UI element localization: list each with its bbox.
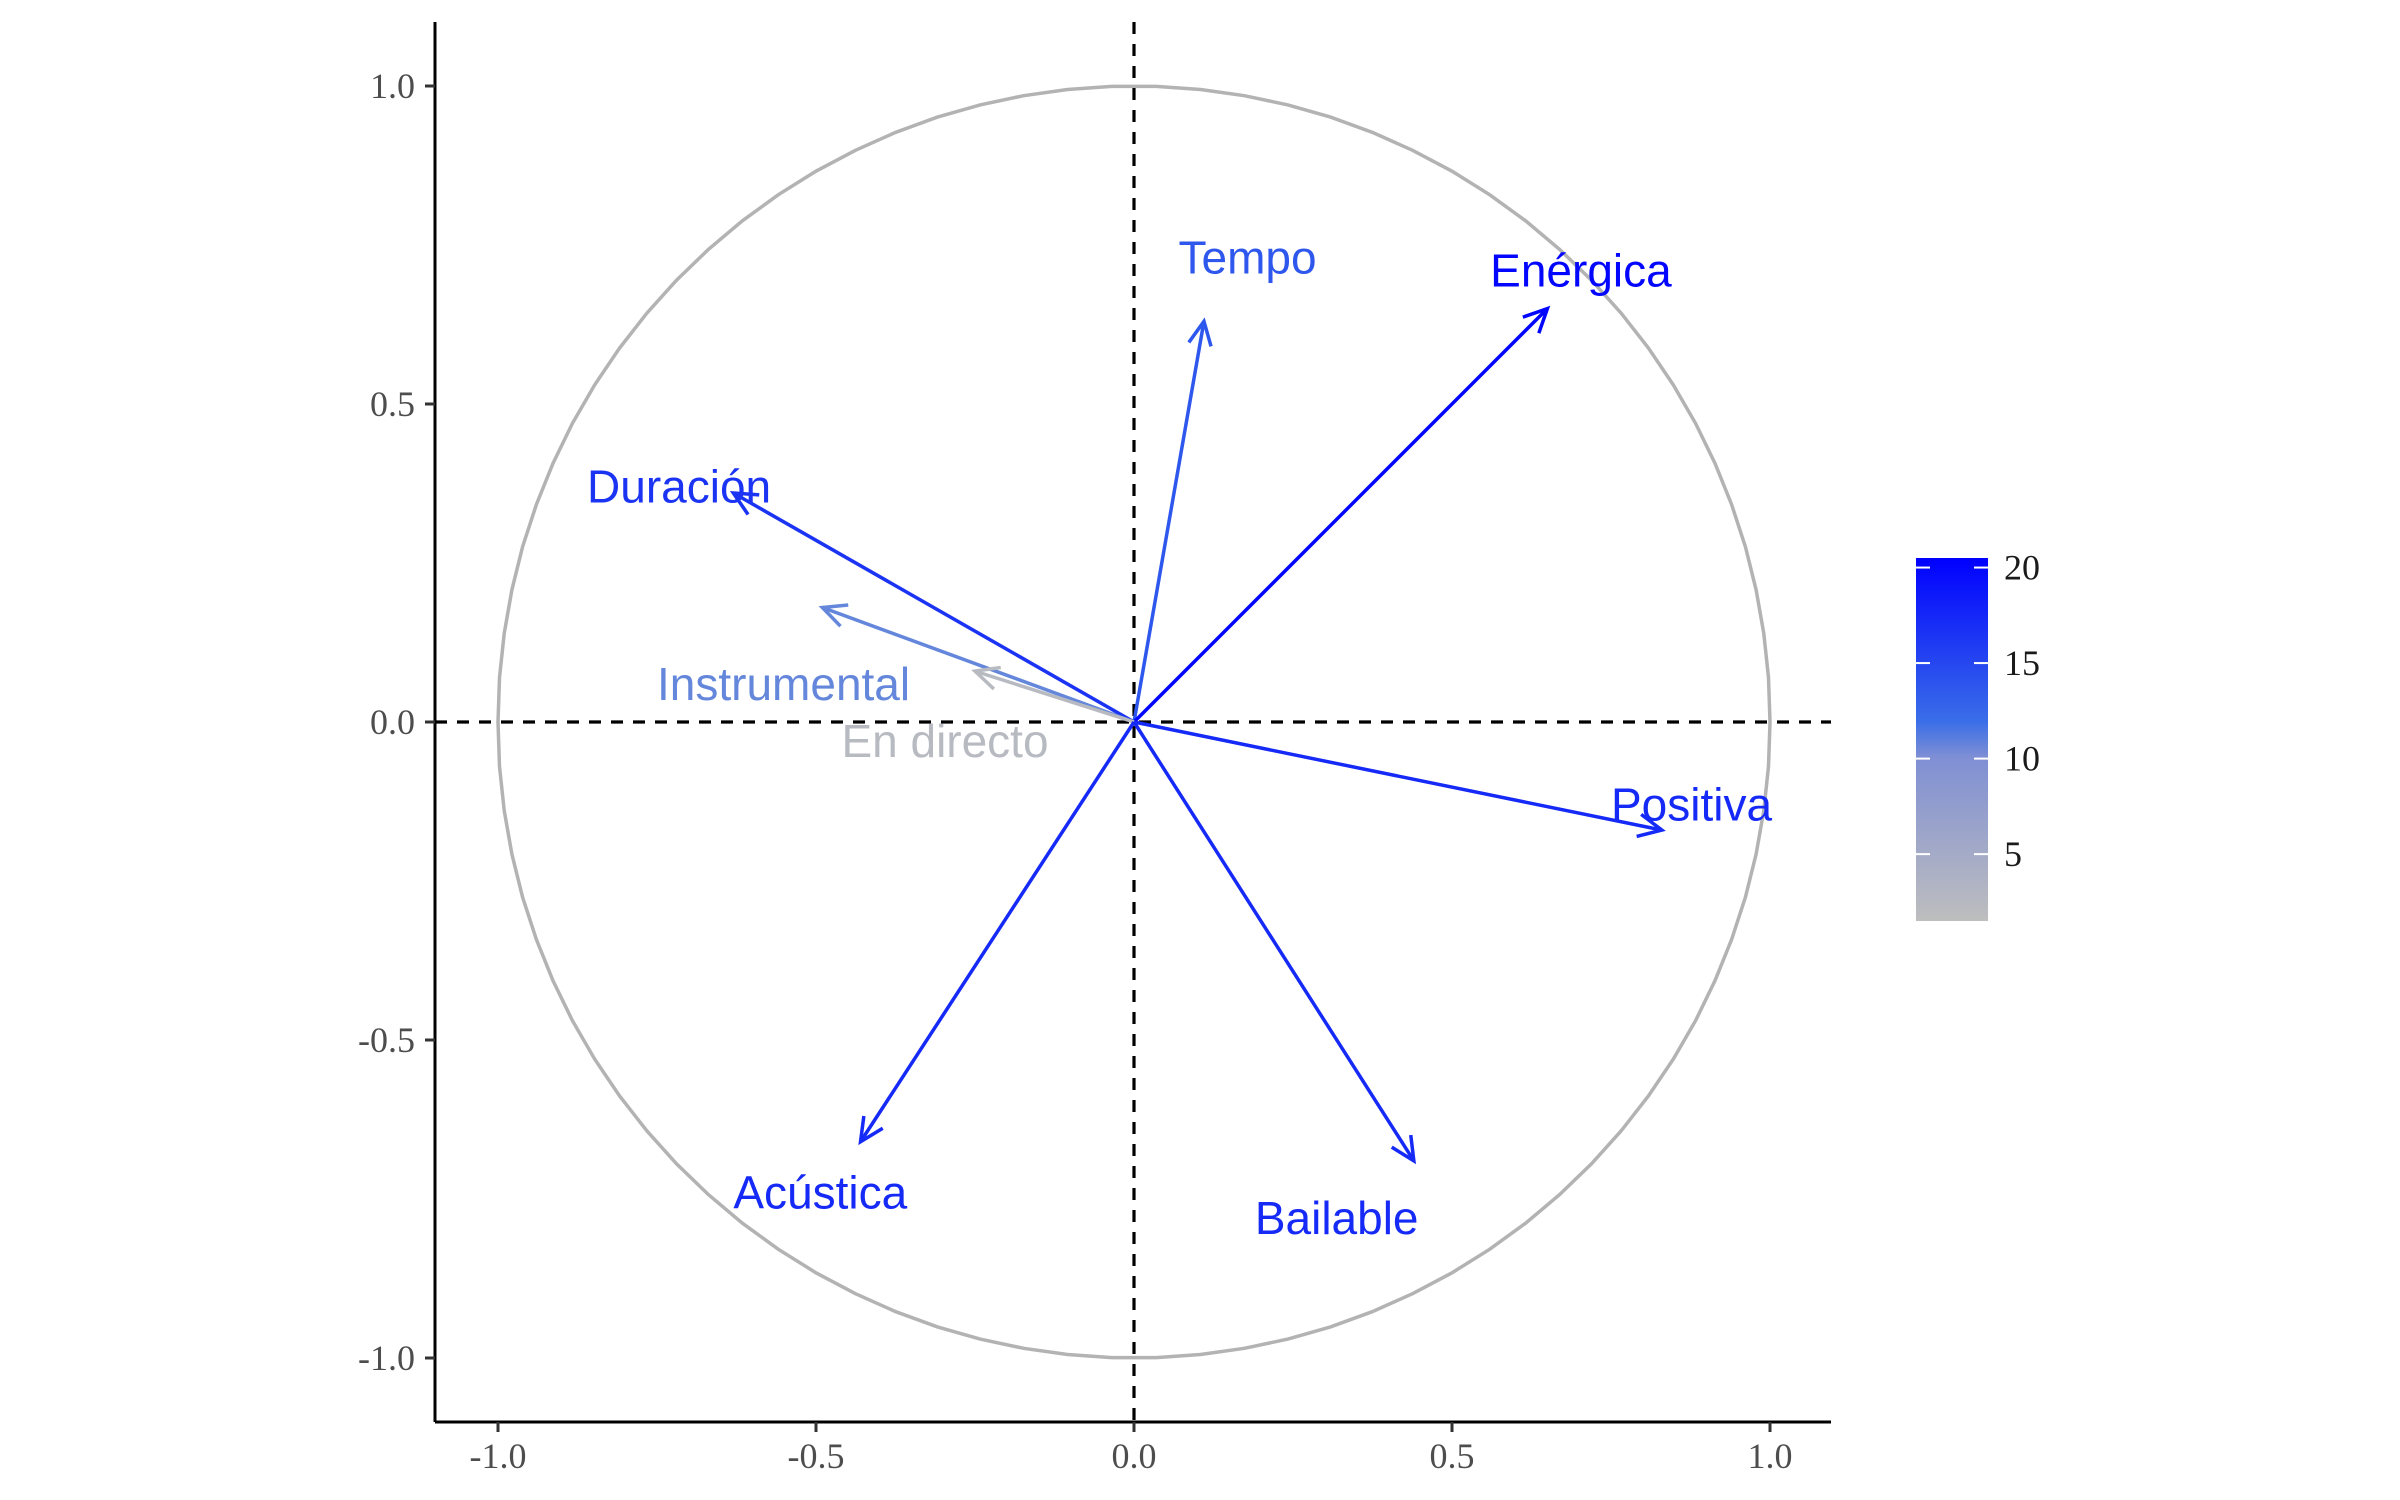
x-tick-label: 0.0 [1112,1436,1157,1476]
variable-label: En directo [841,715,1048,767]
axes: -1.0 -0.5 0.0 0.5 1.0 -1.0 -0.5 0.0 0.5 1.0 [358,22,1831,1476]
arrow-tempo: Tempo [1134,232,1317,722]
arrow-head [861,1116,883,1142]
variable-label: Instrumental [657,658,910,710]
colorbar-tick-label: 5 [2004,834,2022,874]
variable-label: Enérgica [1490,244,1672,296]
y-tick-label: 0.5 [370,384,415,424]
variable-label: Duración [587,461,771,513]
y-tick-label: 0.0 [370,702,415,742]
arrow-shaft [861,722,1134,1142]
variable-label: Acústica [733,1167,907,1219]
arrow-instrumental: Instrumental [657,605,1134,722]
arrow-en-rgica: Enérgica [1134,244,1672,722]
variable-label: Tempo [1179,232,1317,284]
arrow-ac-stica: Acústica [733,722,1134,1219]
y-tick-label: 1.0 [370,66,415,106]
colorbar-tick-label: 15 [2004,643,2040,683]
variable-label: Positiva [1611,779,1772,831]
x-tick-label: -1.0 [470,1436,527,1476]
arrow-shaft [1134,722,1662,830]
arrow-positiva: Positiva [1134,722,1772,836]
arrow-bailable: Bailable [1134,722,1419,1244]
colorbar-tick-label: 10 [2004,739,2040,779]
variable-label: Bailable [1255,1192,1419,1244]
x-tick-label: 1.0 [1748,1436,1793,1476]
colorbar-tick-label: 20 [2004,548,2040,588]
y-tick-label: -0.5 [358,1020,415,1060]
arrow-head [1392,1135,1414,1161]
y-tick-label: -1.0 [358,1338,415,1378]
colorbar [1916,558,1988,921]
colorbar-legend: 5 10 15 20 [1916,548,2040,921]
x-tick-label: 0.5 [1430,1436,1475,1476]
arrow-shaft [1134,722,1414,1161]
x-tick-label: -0.5 [788,1436,845,1476]
